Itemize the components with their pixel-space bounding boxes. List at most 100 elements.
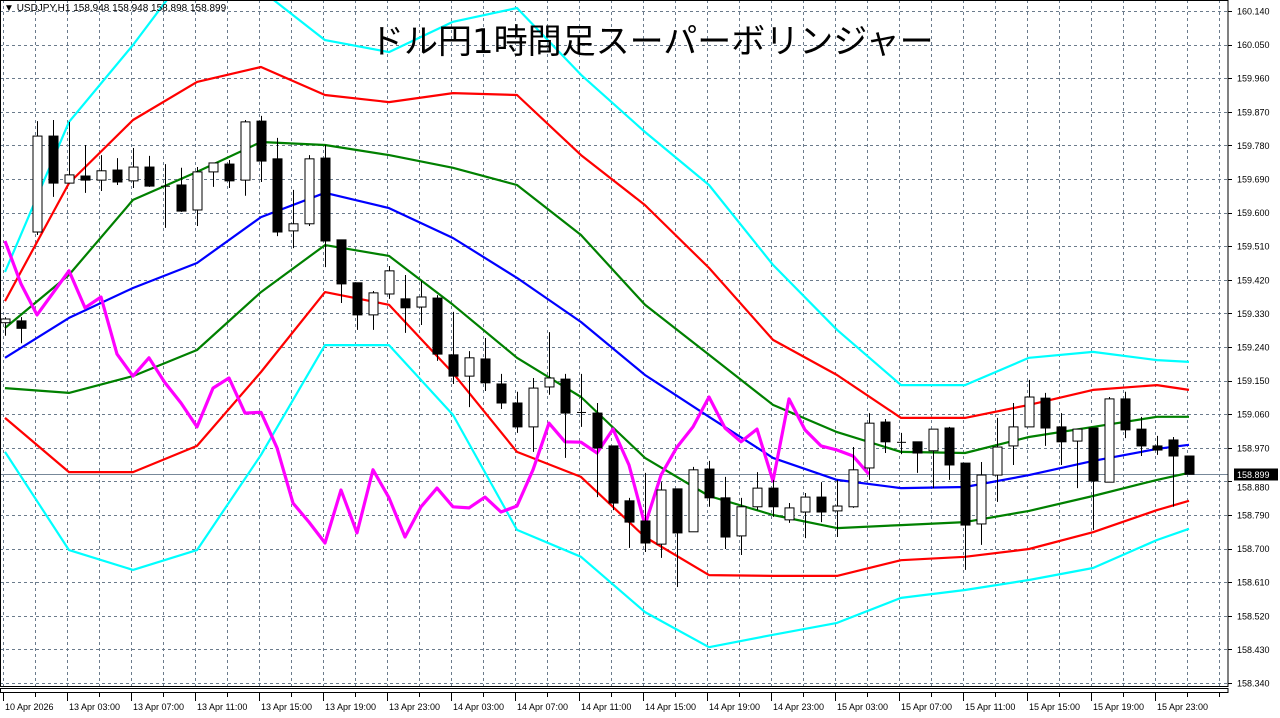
candle [752, 472, 763, 511]
candle [512, 391, 523, 433]
time-axis[interactable]: 10 Apr 2026 13 Apr 03:00 13 Apr 07:00 13 Ap… [3, 693, 1220, 712]
candle [736, 497, 747, 555]
candle [848, 447, 859, 508]
ohlc-readout: 158.948 158.948 158.898 158.899 [73, 3, 227, 14]
candle-body-bear [1168, 439, 1179, 457]
candle-body-bear [608, 445, 619, 504]
x-tick-label: 14 Apr 19:00 [709, 702, 760, 712]
candle [1104, 397, 1115, 483]
candle-body-bear [912, 441, 923, 454]
candle [208, 162, 219, 187]
y-tick-label: 160.140 [1237, 7, 1270, 17]
grid [0, 0, 1228, 686]
candle-body-bear [320, 157, 331, 242]
candle-body-bull [464, 357, 475, 377]
candle [96, 155, 107, 191]
y-tick-label: 158.340 [1237, 679, 1270, 689]
candle [1120, 391, 1131, 439]
candle-body-bear [512, 402, 523, 428]
candle-body-bull [976, 474, 987, 525]
candle [176, 167, 187, 212]
candle [912, 441, 923, 473]
candle [400, 274, 411, 333]
candle-body-bull [96, 170, 107, 181]
candle-body-bull [64, 174, 75, 184]
candle [816, 482, 827, 523]
candle [592, 403, 603, 498]
candle-body-bear [640, 520, 651, 544]
x-tick-label: 13 Apr 11:00 [197, 702, 247, 712]
candle [80, 145, 91, 193]
y-tick-label: 159.780 [1237, 141, 1270, 151]
candle-body-bull [416, 296, 427, 308]
candle [976, 461, 987, 545]
candle-body-bull [528, 387, 539, 428]
candle [464, 351, 475, 408]
y-tick-label: 159.510 [1237, 242, 1270, 252]
candle-body-bear [1136, 428, 1147, 447]
x-tick-label: 15 Apr 15:00 [1029, 702, 1080, 712]
candle-body-bull [736, 506, 747, 537]
chart-title: ドル円1時間足スーパーボリンジャー [370, 22, 934, 62]
candle [256, 115, 267, 182]
candle-body-bear [16, 320, 27, 329]
candle-body-bull [784, 507, 795, 521]
candle-body-bear [1184, 455, 1195, 475]
candle [720, 476, 731, 549]
candle [672, 488, 683, 588]
x-tick-label: 13 Apr 19:00 [325, 702, 376, 712]
candle-body-bear [336, 239, 347, 285]
candle-body-bear [432, 297, 443, 355]
candle [304, 155, 315, 227]
candle [800, 492, 811, 539]
band-line-minus3 [4, 344, 1190, 649]
candle-body-bear [672, 488, 683, 534]
lagging-span-line [3, 240, 871, 545]
candle [544, 332, 555, 395]
x-tick-label: 13 Apr 07:00 [133, 702, 184, 712]
candle-body-bear [176, 184, 187, 212]
candle-body-bear [80, 175, 91, 181]
candle [640, 472, 651, 552]
candle [128, 148, 139, 188]
candle-body-bull [656, 489, 667, 545]
x-tick-label: 14 Apr 07:00 [517, 702, 568, 712]
candle-body-bear [144, 166, 155, 187]
band-line-sigma2 [4, 65, 1190, 419]
candle [577, 373, 586, 427]
candle [560, 373, 571, 458]
candle [416, 280, 427, 325]
candle [496, 373, 507, 409]
candle [192, 167, 203, 227]
candle-body-bear [816, 496, 827, 513]
y-tick-label: 159.960 [1237, 74, 1270, 84]
candle [897, 432, 906, 455]
y-tick-label: 159.870 [1237, 107, 1270, 117]
candle-body-bull [192, 171, 203, 211]
candle [112, 158, 123, 185]
candle-body-bull [688, 469, 699, 533]
candle-body-bear [624, 500, 635, 523]
candle-body-bear [352, 282, 363, 316]
candle [960, 462, 971, 570]
price-axis[interactable]: 160.140 160.050 159.960 159.870 159.780 159.6… [1228, 7, 1278, 689]
current-price-label: 158.899 [1237, 470, 1270, 480]
bands [3, 1, 1190, 649]
candle-body-bull [32, 135, 43, 233]
candle [320, 145, 331, 268]
candle-body-bull [752, 487, 763, 508]
candle-body-bull [208, 162, 219, 173]
triangle-down-icon[interactable]: ▼ [4, 3, 14, 14]
candle [656, 482, 667, 558]
candle [608, 445, 619, 511]
y-tick-label: 159.690 [1237, 175, 1270, 185]
candle-body-bear [480, 358, 491, 384]
candle-body-bear [400, 298, 411, 309]
x-tick-label: 13 Apr 03:00 [69, 702, 120, 712]
candle [16, 317, 27, 344]
x-tick-label: 10 Apr 2026 [5, 702, 54, 712]
y-tick-label: 159.330 [1237, 309, 1270, 319]
candle-body-bear [496, 383, 507, 404]
y-tick-label: 159.150 [1237, 376, 1270, 386]
